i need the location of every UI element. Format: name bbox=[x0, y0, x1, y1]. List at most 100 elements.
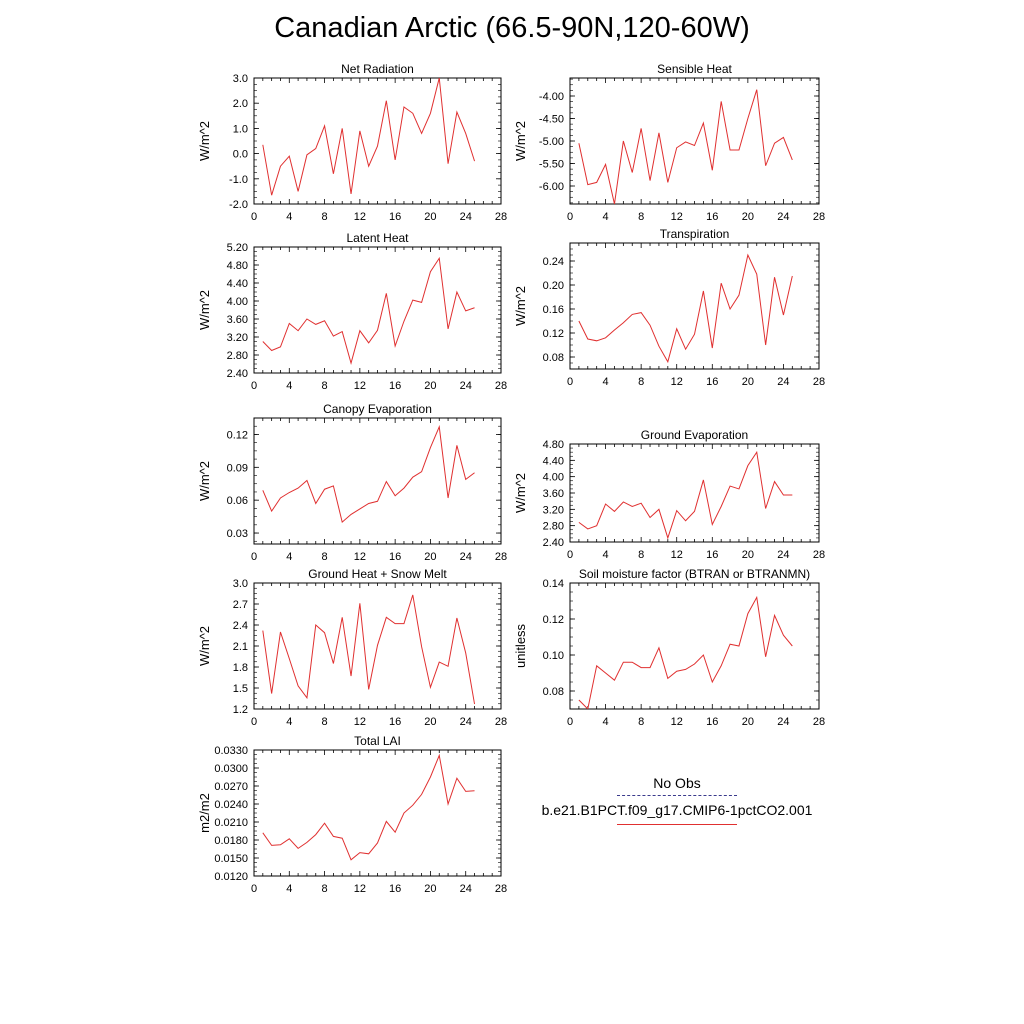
y-tick-label: -2.0 bbox=[229, 199, 248, 211]
x-tick-label: 28 bbox=[813, 376, 825, 388]
y-tick-label: 0.20 bbox=[543, 280, 564, 292]
x-tick-label: 16 bbox=[389, 716, 401, 728]
x-tick-label: 0 bbox=[567, 549, 573, 561]
x-tick-label: 24 bbox=[777, 376, 789, 388]
x-tick-label: 12 bbox=[354, 883, 366, 895]
y-tick-label: 0.12 bbox=[543, 328, 564, 340]
y-tick-label: -4.50 bbox=[539, 114, 564, 126]
y-tick-label: 3.20 bbox=[227, 332, 248, 344]
x-tick-label: 16 bbox=[389, 551, 401, 563]
y-tick-label: 0.24 bbox=[543, 256, 564, 268]
x-tick-label: 8 bbox=[638, 376, 644, 388]
x-tick-label: 12 bbox=[354, 716, 366, 728]
x-tick-label: 28 bbox=[495, 380, 507, 392]
y-tick-label: 5.20 bbox=[227, 242, 248, 254]
y-tick-label: 4.40 bbox=[543, 455, 564, 467]
x-tick-label: 8 bbox=[322, 716, 328, 728]
y-tick-label: 3.0 bbox=[233, 73, 248, 85]
y-tick-label: -6.00 bbox=[539, 181, 564, 193]
y-tick-label: -5.50 bbox=[539, 159, 564, 171]
x-tick-label: 12 bbox=[671, 211, 683, 223]
x-tick-label: 0 bbox=[567, 211, 573, 223]
series-line bbox=[262, 78, 476, 196]
y-tick-label: 4.00 bbox=[227, 296, 248, 308]
x-tick-label: 28 bbox=[813, 549, 825, 561]
chart-title: Sensible Heat bbox=[657, 62, 732, 76]
series-line bbox=[578, 595, 793, 709]
x-tick-label: 12 bbox=[671, 716, 683, 728]
x-tick-label: 12 bbox=[671, 376, 683, 388]
x-tick-label: 4 bbox=[286, 380, 292, 392]
y-tick-label: 0.0210 bbox=[214, 817, 248, 829]
series-line bbox=[262, 424, 475, 524]
y-tick-label: 0.08 bbox=[543, 352, 564, 364]
y-tick-label: 2.80 bbox=[227, 350, 248, 362]
x-tick-label: 8 bbox=[638, 716, 644, 728]
legend: No Obs b.e21.B1PCT.f09_g17.CMIP6-1pctCO2… bbox=[512, 775, 842, 825]
x-tick-label: 24 bbox=[460, 211, 472, 223]
x-tick-label: 20 bbox=[424, 211, 436, 223]
legend-model-line bbox=[617, 824, 737, 825]
y-tick-label: 0.03 bbox=[227, 528, 248, 540]
y-tick-label: 3.60 bbox=[227, 314, 248, 326]
y-axis-label: unitless bbox=[513, 623, 528, 668]
x-tick-label: 0 bbox=[567, 376, 573, 388]
x-tick-label: 20 bbox=[424, 380, 436, 392]
y-tick-label: 0.0 bbox=[233, 149, 248, 161]
y-tick-label: 1.8 bbox=[233, 662, 248, 674]
y-tick-label: 2.0 bbox=[233, 98, 248, 110]
x-tick-label: 4 bbox=[603, 376, 609, 388]
x-tick-label: 8 bbox=[638, 211, 644, 223]
x-tick-label: 16 bbox=[389, 380, 401, 392]
y-tick-label: 0.0270 bbox=[214, 781, 248, 793]
x-tick-label: 8 bbox=[322, 211, 328, 223]
chart-title: Transpiration bbox=[660, 227, 730, 241]
y-axis-label: W/m^2 bbox=[197, 626, 212, 666]
y-tick-label: 0.08 bbox=[543, 686, 564, 698]
x-tick-label: 8 bbox=[322, 380, 328, 392]
y-tick-label: 1.0 bbox=[233, 123, 248, 135]
x-tick-label: 0 bbox=[251, 716, 257, 728]
chart-title: Net Radiation bbox=[341, 62, 414, 76]
y-tick-label: 0.12 bbox=[543, 614, 564, 626]
y-tick-label: 2.7 bbox=[233, 599, 248, 611]
y-tick-label: 4.80 bbox=[543, 439, 564, 451]
x-tick-label: 8 bbox=[638, 549, 644, 561]
legend-obs-line bbox=[617, 795, 737, 796]
y-tick-label: 0.0330 bbox=[214, 745, 248, 757]
x-tick-label: 24 bbox=[460, 551, 472, 563]
x-tick-label: 24 bbox=[460, 716, 472, 728]
y-tick-label: 4.00 bbox=[543, 472, 564, 484]
series-line bbox=[262, 256, 475, 365]
x-tick-label: 20 bbox=[742, 549, 754, 561]
series-line bbox=[262, 753, 475, 861]
x-tick-label: 28 bbox=[495, 211, 507, 223]
plot-frame bbox=[253, 749, 502, 877]
x-tick-label: 16 bbox=[389, 883, 401, 895]
y-tick-label: 1.5 bbox=[233, 683, 248, 695]
y-tick-label: 2.4 bbox=[233, 620, 248, 632]
y-tick-label: 2.40 bbox=[543, 537, 564, 549]
chart-title: Latent Heat bbox=[346, 231, 409, 245]
y-tick-label: 3.60 bbox=[543, 488, 564, 500]
y-tick-label: 0.09 bbox=[227, 462, 248, 474]
x-tick-label: 8 bbox=[322, 551, 328, 563]
y-axis-label: m2/m2 bbox=[197, 793, 212, 833]
x-tick-label: 4 bbox=[286, 551, 292, 563]
x-tick-label: 20 bbox=[424, 551, 436, 563]
x-tick-label: 12 bbox=[354, 211, 366, 223]
y-axis-label: W/m^2 bbox=[197, 121, 212, 161]
series-line bbox=[578, 253, 793, 364]
x-tick-label: 24 bbox=[460, 883, 472, 895]
x-tick-label: 4 bbox=[286, 211, 292, 223]
y-tick-label: 0.06 bbox=[227, 495, 248, 507]
y-axis-label: W/m^2 bbox=[197, 461, 212, 501]
x-tick-label: 4 bbox=[286, 716, 292, 728]
chart-title: Canopy Evaporation bbox=[323, 402, 432, 416]
x-tick-label: 20 bbox=[742, 716, 754, 728]
